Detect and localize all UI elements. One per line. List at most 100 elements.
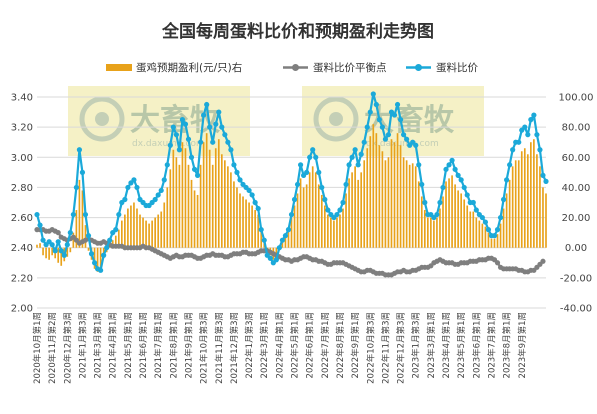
y-axis-left: 2.00 2.20 2.40 2.60 2.80 3.00 3.20 3.40: [11, 93, 33, 315]
profit-bar: [299, 178, 302, 248]
ratio-point: [325, 207, 331, 213]
profit-bar: [117, 229, 120, 248]
series-ratio: [34, 91, 549, 273]
profit-bar: [420, 196, 423, 248]
profit-bar: [154, 217, 156, 248]
series-breakeven: [34, 227, 546, 278]
x-tick-label: 2023年4月第1周: [441, 312, 452, 378]
profit-bar: [230, 172, 232, 248]
profit-bar: [454, 184, 456, 248]
profit-bar: [236, 187, 238, 248]
ratio-point: [88, 251, 95, 257]
ratio-point: [252, 199, 258, 206]
profit-bar: [484, 226, 487, 248]
ratio-point: [125, 184, 131, 191]
profit-bar: [460, 193, 462, 248]
profit-bar: [330, 217, 332, 248]
profit-bar: [469, 211, 472, 248]
profit-bar: [366, 148, 369, 248]
profit-bar: [202, 142, 205, 248]
ratio-point: [179, 117, 186, 123]
x-tick-label: 2023年7月第1周: [486, 312, 497, 378]
profit-bar: [275, 247, 278, 257]
ratio-point: [373, 101, 379, 108]
profit-bar: [490, 238, 493, 248]
profit-bar: [393, 142, 396, 248]
profit-bar: [211, 164, 214, 248]
profit-bar: [257, 214, 260, 248]
ratio-point: [261, 237, 267, 243]
profit-bar: [436, 217, 438, 248]
profit-bar: [311, 166, 314, 248]
profit-bar: [496, 234, 499, 248]
profit-bar: [375, 133, 378, 248]
ratio-point: [173, 132, 179, 138]
svg-text:蛋料比价平衡点: 蛋料比价平衡点: [313, 61, 387, 74]
ratio-point: [422, 199, 428, 206]
ratio-point: [419, 181, 425, 188]
profit-bar: [481, 223, 484, 248]
ratio-point: [322, 196, 328, 203]
profit-bar: [172, 149, 175, 248]
x-tick-label: 2021年3月第1周: [93, 312, 104, 378]
ratio-point: [385, 132, 392, 138]
profit-bar: [417, 181, 420, 248]
x-tick-label: 2023年3月第1周: [426, 312, 437, 378]
profit-bar: [511, 166, 514, 248]
profit-bar: [430, 217, 432, 248]
profit-bar: [384, 160, 387, 248]
ratio-point: [294, 181, 301, 188]
profit-bar: [127, 208, 129, 248]
ratio-point: [288, 211, 295, 218]
ratio-point: [497, 214, 504, 221]
ratio-point: [188, 154, 195, 160]
profit-bar: [317, 184, 320, 248]
ratio-point: [370, 91, 376, 97]
ratio-point: [485, 227, 492, 233]
x-tick-label: 2021年5月第1周: [123, 312, 134, 378]
ratio-point: [207, 124, 213, 130]
profit-bar: [142, 217, 144, 248]
profit-bar: [181, 142, 184, 248]
svg-text:蛋料比价: 蛋料比价: [436, 61, 478, 74]
ratio-point: [455, 172, 461, 178]
profit-bar: [36, 244, 38, 248]
ratio-point: [273, 257, 279, 263]
profit-bar: [66, 247, 69, 257]
profit-bar: [536, 154, 538, 248]
ratio-point: [219, 124, 225, 130]
ratio-point: [507, 162, 513, 168]
profit-bar: [124, 214, 126, 248]
ratio-point: [152, 196, 158, 203]
ratio-point: [101, 252, 107, 258]
ratio-point: [379, 124, 385, 130]
legend: 蛋鸡预期盈利(元/只)右 蛋料比价平衡点 蛋料比价: [106, 61, 478, 74]
profit-bar: [205, 133, 208, 248]
profit-bar: [87, 247, 90, 251]
ratio-point: [449, 157, 455, 163]
profit-bar: [396, 133, 399, 248]
profit-bar: [193, 190, 196, 248]
ratio-point: [194, 172, 201, 178]
profit-bar: [260, 229, 263, 248]
x-tick-label: 2021年9月第1周: [183, 312, 194, 378]
profit-bar: [357, 179, 359, 248]
x-tick-label: 2022年9月第1周: [350, 312, 361, 378]
profit-bar: [442, 196, 444, 248]
profit-bar: [196, 194, 199, 248]
ratio-point: [413, 142, 419, 148]
profit-bar: [214, 148, 217, 248]
ratio-point: [213, 121, 219, 127]
ratio-point: [49, 242, 55, 248]
x-tick-label: 2021年12月第3周: [229, 312, 240, 384]
profit-bar: [175, 157, 178, 248]
ratio-point: [249, 192, 255, 198]
ratio-point: [504, 177, 510, 183]
profit-bar: [339, 214, 341, 248]
profit-bar: [169, 169, 172, 248]
ratio-point: [91, 260, 98, 266]
ratio-point: [122, 196, 128, 203]
profit-bar: [348, 178, 350, 248]
y-right-tick-label: -20.00: [560, 273, 592, 284]
profit-bar: [327, 214, 329, 248]
